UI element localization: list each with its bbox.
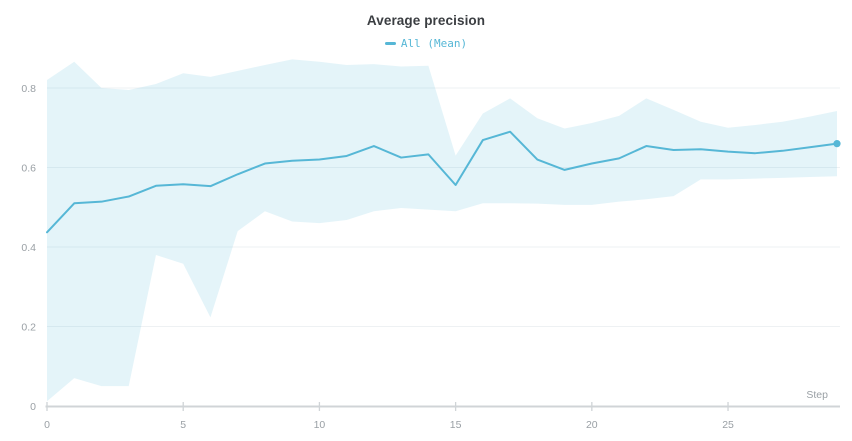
y-tick-label: 0.8 bbox=[21, 83, 36, 95]
y-tick-label: 0.4 bbox=[21, 242, 36, 254]
x-tick-label: 0 bbox=[44, 419, 50, 431]
x-tick-label: 20 bbox=[586, 419, 598, 431]
y-tick-label: 0 bbox=[30, 401, 36, 413]
y-tick-label: 0.6 bbox=[21, 162, 36, 174]
confidence-band bbox=[47, 59, 837, 402]
y-tick-label: 0.2 bbox=[21, 321, 36, 333]
last-point-marker[interactable] bbox=[833, 140, 841, 148]
x-axis-title: Step bbox=[806, 389, 828, 401]
chart-title: Average precision bbox=[366, 13, 486, 28]
x-tick-label: 5 bbox=[180, 419, 186, 431]
x-tick-label: 10 bbox=[314, 419, 326, 431]
legend-item-label: All (Mean) bbox=[400, 37, 468, 50]
legend: All (Mean) bbox=[0, 35, 852, 50]
legend-item-all-mean[interactable]: All (Mean) bbox=[384, 37, 468, 50]
legend-line-swatch-icon bbox=[384, 42, 396, 45]
mean-line[interactable] bbox=[46, 130, 838, 234]
x-tick-label: 25 bbox=[722, 419, 734, 431]
x-tick-label: 15 bbox=[450, 419, 462, 431]
